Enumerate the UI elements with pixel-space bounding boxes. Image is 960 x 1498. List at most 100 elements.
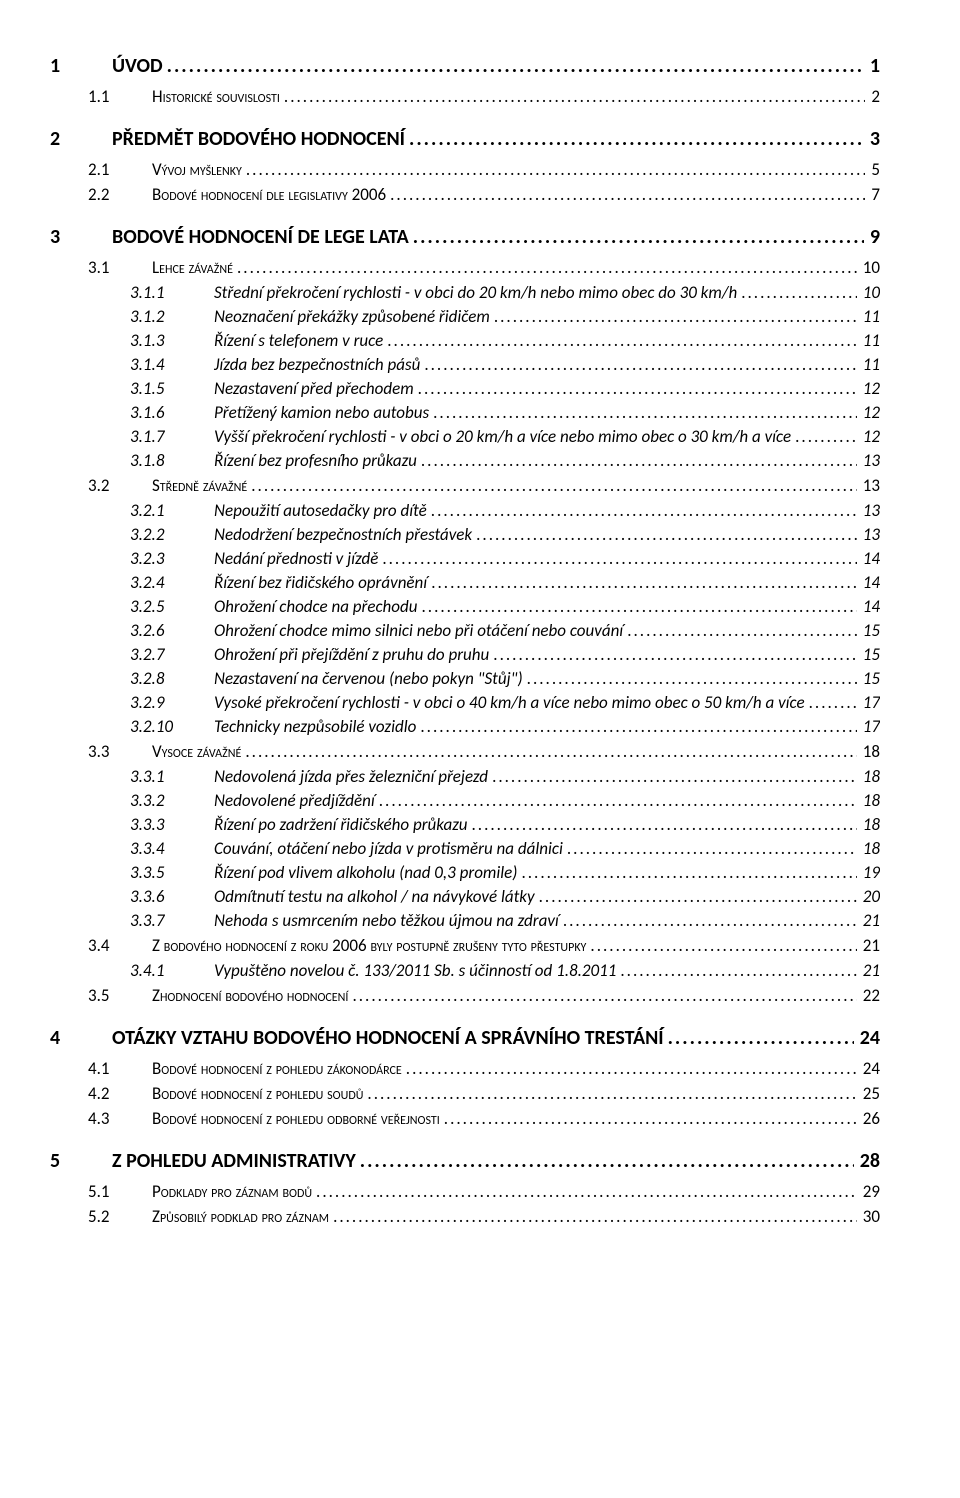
toc-entry[interactable]: 3.1.5Nezastavení před přechodem12 [50,378,880,399]
toc-entry[interactable]: 3.2.5Ohrožení chodce na přechodu14 [50,596,880,617]
toc-entry-page: 21 [857,910,880,931]
toc-entry-label: OTÁZKY VZTAHU BODOVÉHO HODNOCENÍ A SPRÁV… [112,1026,668,1050]
toc-entry-page: 13 [857,450,880,471]
toc-entry-page: 11 [857,330,880,351]
toc-leader-dots [620,960,856,981]
toc-entry-page: 14 [857,596,880,617]
toc-leader-dots [237,257,857,278]
toc-entry[interactable]: 4.1Bodové hodnocení z pohledu zákonodárc… [50,1058,880,1079]
toc-entry-page: 24 [857,1058,880,1079]
toc-entry[interactable]: 3.5Zhodnocení bodového hodnocení22 [50,985,880,1006]
toc-entry-label: Vyšší překročení rychlosti - v obci o 20… [214,426,795,447]
toc-entry[interactable]: 3.3Vysoce závažné18 [50,741,880,762]
toc-entry-page: 15 [857,644,880,665]
toc-entry[interactable]: 5Z POHLEDU ADMINISTRATIVY 28 [50,1149,880,1173]
toc-entry-page: 12 [857,378,880,399]
toc-entry[interactable]: 3.2.10Technicky nezpůsobilé vozidlo17 [50,716,880,737]
toc-entry[interactable]: 3.1.4Jízda bez bezpečnostních pásů11 [50,354,880,375]
toc-entry-page: 13 [857,500,880,521]
toc-entry-label: Řízení pod vlivem alkoholu (nad 0,3 prom… [214,862,521,883]
toc-entry[interactable]: 3.3.6Odmítnutí testu na alkohol / na náv… [50,886,880,907]
toc-entry[interactable]: 4.2Bodové hodnocení z pohledu soudů25 [50,1083,880,1104]
toc-leader-dots [741,282,857,303]
toc-entry[interactable]: 3.3.3Řízení po zadržení řidičského průka… [50,814,880,835]
toc-entry[interactable]: 3.1.2Neoznačení překážky způsobené řidič… [50,306,880,327]
toc-entry-label: Couvání, otáčení nebo jízda v protisměru… [214,838,567,859]
toc-entry[interactable]: 3BODOVÉ HODNOCENÍ DE LEGE LATA9 [50,225,880,249]
toc-entry[interactable]: 3.1.8Řízení bez profesního průkazu13 [50,450,880,471]
toc-entry-page: 10 [857,282,880,303]
toc-entry[interactable]: 5.1Podklady pro záznam bodů29 [50,1181,880,1202]
toc-entry[interactable]: 2PŘEDMĚT BODOVÉHO HODNOCENÍ3 [50,127,880,151]
toc-entry-label: Vývoj myšlenky [152,159,246,180]
toc-leader-dots [627,620,857,641]
toc-entry-number: 3.1.6 [130,402,214,423]
toc-entry[interactable]: 3.1.3Řízení s telefonem v ruce11 [50,330,880,351]
toc-entry-label: Nedání přednosti v jízdě [214,548,382,569]
toc-entry-label: Středně závažné [152,475,251,496]
toc-entry-number: 3.3.6 [130,886,214,907]
toc-entry[interactable]: 3.1.6Přetížený kamion nebo autobus12 [50,402,880,423]
toc-entry-number: 4.2 [88,1083,152,1104]
toc-leader-dots [245,741,856,762]
toc-leader-dots [590,935,856,956]
toc-entry[interactable]: 3.2.1Nepoužití autosedačky pro dítě13 [50,500,880,521]
toc-entry[interactable]: 4.3Bodové hodnocení z pohledu odborné ve… [50,1108,880,1129]
toc-entry[interactable]: 3.4Z bodového hodnocení z roku 2006 byly… [50,935,880,956]
toc-entry[interactable]: 3.2.4Řízení bez řidičského oprávnění14 [50,572,880,593]
toc-leader-dots [167,54,864,78]
toc-entry-page: 18 [857,814,880,835]
toc-entry-number: 3.3.1 [130,766,214,787]
toc-leader-dots [795,426,857,447]
toc-entry[interactable]: 3.3.4Couvání, otáčení nebo jízda v proti… [50,838,880,859]
toc-entry-page: 28 [854,1149,880,1173]
toc-entry[interactable]: 3.1Lehce závažné10 [50,257,880,278]
toc-entry-page: 20 [857,886,880,907]
toc-entry-page: 15 [857,668,880,689]
toc-entry-page: 14 [857,548,880,569]
toc-entry[interactable]: 1ÚVOD1 [50,54,880,78]
toc-entry[interactable]: 3.2Středně závažné13 [50,475,880,496]
toc-entry[interactable]: 3.2.3Nedání přednosti v jízdě14 [50,548,880,569]
toc-entry-page: 1 [864,54,880,78]
toc-entry-label: Zhodnocení bodového hodnocení [152,985,352,1006]
toc-entry-page: 2 [865,86,880,107]
toc-entry-page: 13 [857,475,880,496]
toc-entry[interactable]: 3.1.7Vyšší překročení rychlosti - v obci… [50,426,880,447]
toc-entry[interactable]: 1.1Historické souvislosti2 [50,86,880,107]
toc-entry[interactable]: 3.2.6Ohrožení chodce mimo silnici nebo p… [50,620,880,641]
toc-leader-dots [316,1181,857,1202]
toc-entry-page: 12 [857,426,880,447]
toc-entry-label: Nehoda s usmrcením nebo těžkou újmou na … [214,910,563,931]
toc-entry-label: Historické souvislosti [152,86,284,107]
toc-entry-label: Odmítnutí testu na alkohol / na návykové… [214,886,539,907]
toc-entry-label: Z POHLEDU ADMINISTRATIVY [112,1149,360,1173]
toc-entry-label: PŘEDMĚT BODOVÉHO HODNOCENÍ [112,127,409,151]
toc-entry[interactable]: 3.2.2Nedodržení bezpečnostních přestávek… [50,524,880,545]
toc-entry[interactable]: 2.1Vývoj myšlenky5 [50,159,880,180]
toc-leader-dots [567,838,857,859]
toc-leader-dots [431,500,857,521]
toc-entry-page: 18 [857,741,880,762]
toc-entry-number: 3.2.1 [130,500,214,521]
toc-entry-page: 13 [857,524,880,545]
toc-entry-number: 4 [50,1026,112,1050]
toc-leader-dots [421,450,857,471]
toc-entry[interactable]: 3.2.8Nezastavení na červenou (nebo pokyn… [50,668,880,689]
toc-entry[interactable]: 3.4.1Vypuštěno novelou č. 133/2011 Sb. s… [50,960,880,981]
toc-entry[interactable]: 3.3.7Nehoda s usmrcením nebo těžkou újmo… [50,910,880,931]
toc-entry[interactable]: 3.2.9Vysoké překročení rychlosti - v obc… [50,692,880,713]
toc-entry[interactable]: 5.2Způsobilý podklad pro záznam30 [50,1206,880,1227]
toc-entry-number: 5 [50,1149,112,1173]
toc-entry[interactable]: 3.3.5Řízení pod vlivem alkoholu (nad 0,3… [50,862,880,883]
toc-entry-number: 3.2.8 [130,668,214,689]
toc-entry[interactable]: 3.1.1Střední překročení rychlosti - v ob… [50,282,880,303]
toc-entry[interactable]: 3.3.1Nedovolená jízda přes železniční př… [50,766,880,787]
toc-entry-label: Technicky nezpůsobilé vozidlo [214,716,420,737]
toc-entry[interactable]: 4OTÁZKY VZTAHU BODOVÉHO HODNOCENÍ A SPRÁ… [50,1026,880,1050]
toc-entry[interactable]: 3.2.7Ohrožení při přejíždění z pruhu do … [50,644,880,665]
toc-leader-dots [476,524,857,545]
toc-entry[interactable]: 3.3.2Nedovolené předjíždění18 [50,790,880,811]
toc-entry[interactable]: 2.2Bodové hodnocení dle legislativy 2006… [50,184,880,205]
table-of-contents: 1ÚVOD11.1Historické souvislosti22PŘEDMĚT… [50,54,880,1227]
